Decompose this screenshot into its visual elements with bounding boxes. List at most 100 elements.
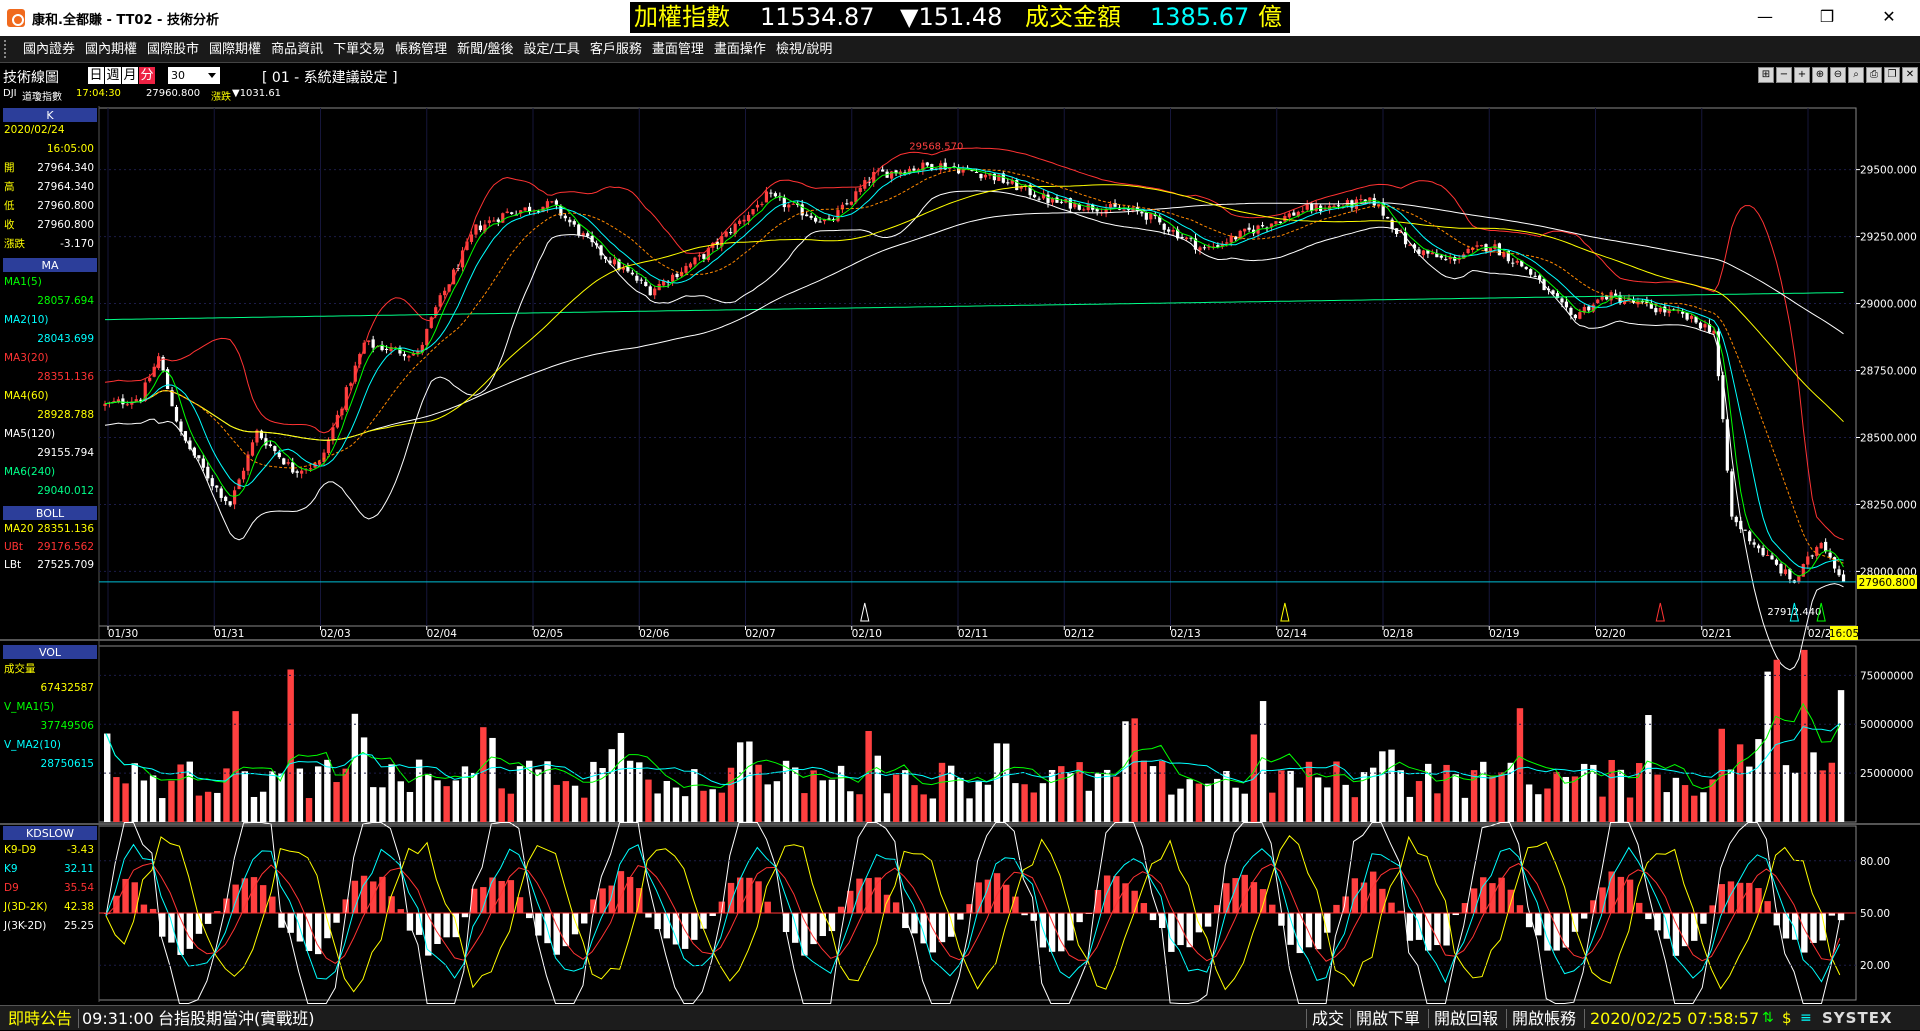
close-button[interactable]: ✕ (1882, 7, 1896, 26)
volume-bar (865, 731, 872, 822)
print-icon[interactable]: ⎙ (1866, 67, 1882, 83)
maximize-button[interactable]: ❒ (1819, 7, 1835, 26)
boll-lower-line (104, 190, 1844, 671)
window-icon[interactable]: ❐ (1884, 67, 1900, 83)
kd-diff-bar (1351, 878, 1359, 913)
vol-row-value: 28750615 (41, 758, 94, 770)
menu-item-1[interactable]: 國內期權 (85, 42, 138, 57)
menu-item-0[interactable]: 國內證券 (23, 42, 76, 57)
volume-bar (480, 727, 487, 822)
volume-bar (333, 782, 340, 822)
candle-body (1640, 301, 1645, 303)
kd-diff-bar (590, 899, 597, 913)
chart-type-label: 技術線圖 (3, 70, 59, 86)
menu-item-7[interactable]: 新聞/盤後 (457, 42, 514, 57)
volume-bar (1489, 776, 1496, 822)
kd-diff-bar (1773, 913, 1781, 926)
minus-icon[interactable]: − (1776, 67, 1792, 83)
menu-item-8[interactable]: 設定/工具 (523, 42, 580, 57)
kd-diff-bar (507, 880, 515, 913)
window-title: 康和.全都賺 - TT02 - 技術分析 (32, 13, 219, 28)
menu-item-4[interactable]: 商品資訊 (271, 42, 324, 57)
boll-row-label: LBt (4, 559, 21, 571)
candle-body (1779, 563, 1783, 574)
kd-diff-bar (1204, 913, 1212, 927)
kd-diff-bar (1223, 883, 1230, 913)
volume-bar (1296, 787, 1304, 822)
menu-item-5[interactable]: 下單交易 (333, 42, 386, 57)
k-row-label: 收 (4, 218, 15, 231)
candle-body (1555, 293, 1560, 299)
k-header: K (46, 109, 54, 122)
dollar-icon[interactable]: $ (1782, 1009, 1792, 1027)
candle-body (1283, 216, 1287, 222)
kd-diff-bar (1296, 913, 1304, 954)
x-tick-label: 02/14 (1277, 628, 1308, 640)
announce-message[interactable]: 台指股期當沖(實戰班) (158, 1009, 315, 1028)
volume-bar (1580, 763, 1588, 822)
kd-diff-bar (782, 913, 790, 933)
candle-body (1269, 223, 1274, 227)
search-icon[interactable]: ⌕ (1848, 67, 1864, 83)
kd-diff-bar (1324, 913, 1331, 933)
volume-bar (691, 769, 698, 822)
volume-bar (1113, 776, 1120, 822)
period-day-button[interactable]: 日 (88, 67, 104, 84)
candle-body (894, 170, 898, 174)
kd-diff-bar (1571, 913, 1579, 932)
x-tick-label: 02/04 (427, 628, 458, 640)
config-label[interactable]: [ 01 - 系統建議設定 ] (262, 70, 398, 86)
interval-select[interactable]: 30 (168, 67, 220, 84)
grid-icon[interactable]: ⊞ (1758, 67, 1774, 83)
candle-body (957, 168, 961, 174)
volume-bar (1837, 690, 1845, 822)
kd-diff-bar (204, 913, 212, 924)
period-minute-button[interactable]: 分 (139, 67, 155, 84)
candle-body (340, 408, 344, 416)
period-month-button[interactable]: 月 (122, 67, 138, 84)
kd-diff-bar (1425, 913, 1432, 951)
volume-bar (1369, 767, 1377, 822)
ticker-amount-value: 1385.67 (1150, 3, 1250, 31)
menu-item-12[interactable]: 檢視/說明 (775, 42, 833, 57)
link-open-account[interactable]: 開啟帳務 (1512, 1009, 1577, 1028)
candle-body (1310, 203, 1314, 211)
k-row-label: 低 (4, 199, 15, 212)
candle-body (300, 470, 304, 474)
candle-body (1149, 213, 1153, 220)
candle-body (1153, 214, 1157, 217)
menu-item-6[interactable]: 帳務管理 (395, 42, 448, 57)
k-row-value: 27964.340 (37, 181, 94, 193)
link-trades[interactable]: 成交 (1312, 1009, 1345, 1028)
plus-icon[interactable]: + (1794, 67, 1810, 83)
candle-body (706, 248, 710, 261)
minimize-button[interactable]: — (1757, 7, 1773, 26)
candle-body (1716, 331, 1720, 377)
candle-body (1752, 542, 1756, 545)
x-tick-label: 02/12 (1064, 628, 1094, 640)
menu-item-11[interactable]: 畫面操作 (713, 42, 766, 57)
candle-body (447, 284, 451, 292)
candle-body (1676, 310, 1680, 312)
candle-body (1176, 229, 1180, 239)
close-icon[interactable]: ✕ (1902, 67, 1918, 83)
candle-body (617, 259, 621, 270)
candle-body (983, 174, 988, 178)
menu-item-3[interactable]: 國際期權 (209, 42, 262, 57)
ma-row-value: 29155.794 (37, 447, 94, 459)
link-open-report[interactable]: 開啟回報 (1434, 1009, 1499, 1028)
volume-bar (1333, 761, 1340, 822)
volume-bar (1535, 794, 1542, 822)
candle-body (1372, 198, 1376, 206)
zoom-in-icon[interactable]: ⊕ (1812, 67, 1828, 83)
period-week-button[interactable]: 週 (105, 67, 121, 84)
link-open-order[interactable]: 開啟下單 (1356, 1009, 1421, 1028)
menu-item-10[interactable]: 畫面管理 (651, 42, 704, 57)
kd-diff-bar (691, 913, 698, 940)
kd-diff-bar (324, 913, 331, 939)
kd-header: KDSLOW (26, 827, 74, 840)
menu-item-2[interactable]: 國際股市 (147, 42, 200, 57)
menu-item-9[interactable]: 客戶服務 (589, 42, 642, 57)
zoom-out-icon[interactable]: ⊖ (1830, 67, 1846, 83)
